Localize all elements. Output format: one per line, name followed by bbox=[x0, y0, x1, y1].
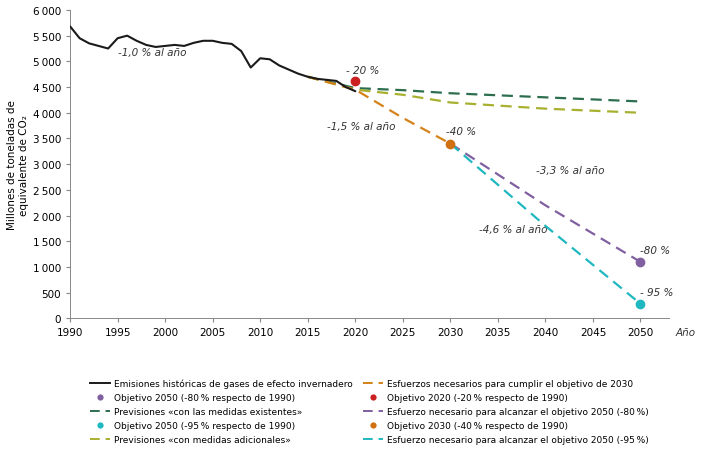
Text: - 20 %: - 20 % bbox=[346, 66, 379, 75]
Text: -40 %: -40 % bbox=[446, 127, 476, 137]
Legend: Emisiones históricas de gases de efecto invernadero, Objetivo 2050 (-80 % respec: Emisiones históricas de gases de efecto … bbox=[91, 379, 649, 444]
Text: - 95 %: - 95 % bbox=[640, 287, 674, 297]
Text: -1,0 % al año: -1,0 % al año bbox=[117, 48, 186, 58]
Text: Año: Año bbox=[676, 327, 696, 337]
Text: -4,6 % al año: -4,6 % al año bbox=[479, 224, 548, 235]
Y-axis label: Millones de toneladas de
equivalente de CO₂: Millones de toneladas de equivalente de … bbox=[7, 100, 29, 230]
Text: -80 %: -80 % bbox=[640, 245, 671, 255]
Text: -1,5 % al año: -1,5 % al año bbox=[327, 122, 395, 132]
Text: -3,3 % al año: -3,3 % al año bbox=[536, 166, 605, 176]
